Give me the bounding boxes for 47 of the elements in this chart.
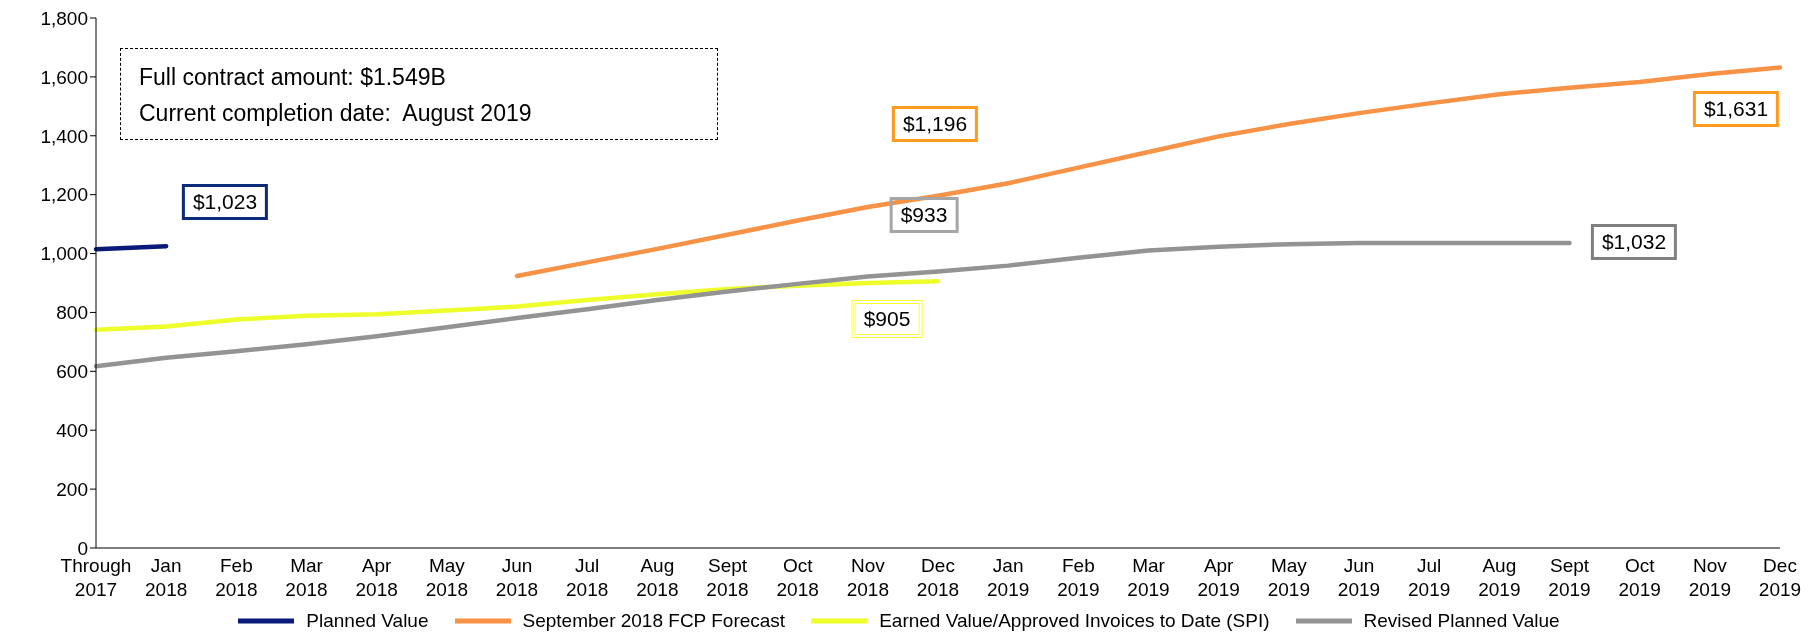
annotation: $1,032 — [1590, 224, 1678, 260]
y-tick-label: 1,600 — [40, 66, 88, 88]
x-tick-label: Jan 2018 — [145, 555, 188, 600]
annotation: $1,023 — [181, 184, 269, 220]
x-tick-label: Jan 2019 — [987, 555, 1030, 600]
x-tick-label: Feb 2018 — [215, 555, 258, 600]
x-tick-label: Nov 2019 — [1688, 555, 1731, 600]
annotation: Current completion date: August 2019 — [139, 99, 533, 128]
x-tick-label: Nov 2018 — [846, 555, 889, 600]
legend-label: September 2018 FCP Forecast — [522, 610, 786, 632]
y-tick-label: 400 — [56, 419, 88, 441]
x-tick-label: Feb 2019 — [1057, 555, 1100, 600]
annotation: Full contract amount: $1.549B — [139, 63, 447, 92]
y-tick-label: 1,400 — [40, 125, 88, 147]
x-tick-label: May 2019 — [1267, 555, 1310, 600]
x-tick-label: Sept 2018 — [706, 555, 749, 600]
y-tick-label: 600 — [56, 361, 88, 383]
x-tick-label: Dec 2018 — [916, 555, 960, 600]
x-tick-label: Mar 2019 — [1127, 555, 1170, 600]
x-tick-label: Apr 2018 — [355, 555, 398, 600]
annotation: $1,196 — [891, 106, 979, 142]
x-tick-label: Dec 2019 — [1758, 555, 1802, 600]
x-tick-label: Jul 2019 — [1408, 555, 1451, 600]
legend-label: Revised Planned Value — [1363, 610, 1560, 632]
line-series — [93, 278, 941, 333]
x-tick-label: May 2018 — [425, 555, 468, 600]
annotation: $933 — [889, 197, 959, 233]
line-series — [93, 240, 1572, 369]
x-tick-label: Mar 2018 — [285, 555, 328, 600]
x-tick-label: Jun 2018 — [495, 555, 539, 600]
x-tick-label: Jun 2019 — [1337, 555, 1381, 600]
x-tick-label: Jul 2018 — [566, 555, 609, 600]
x-tick-label: Apr 2019 — [1197, 555, 1240, 600]
legend-label: Earned Value/Approved Invoices to Date (SPI) — [879, 610, 1270, 632]
x-tick-label: Oct 2019 — [1618, 555, 1661, 600]
x-tick-label: Oct 2018 — [776, 555, 819, 600]
annotation: $905 — [851, 300, 923, 338]
y-tick-label: 1,000 — [40, 243, 88, 265]
y-tick-label: 200 — [56, 478, 88, 500]
y-tick-label: 1,200 — [40, 184, 88, 206]
x-tick-label: Sept 2019 — [1548, 555, 1591, 600]
x-tick-label: Aug 2018 — [636, 555, 679, 600]
y-tick-label: 1,800 — [40, 7, 88, 29]
annotation: $1,631 — [1692, 91, 1780, 127]
y-tick-label: 800 — [56, 302, 88, 324]
legend-label: Planned Value — [306, 610, 429, 632]
x-tick-label: Aug 2019 — [1478, 555, 1521, 600]
